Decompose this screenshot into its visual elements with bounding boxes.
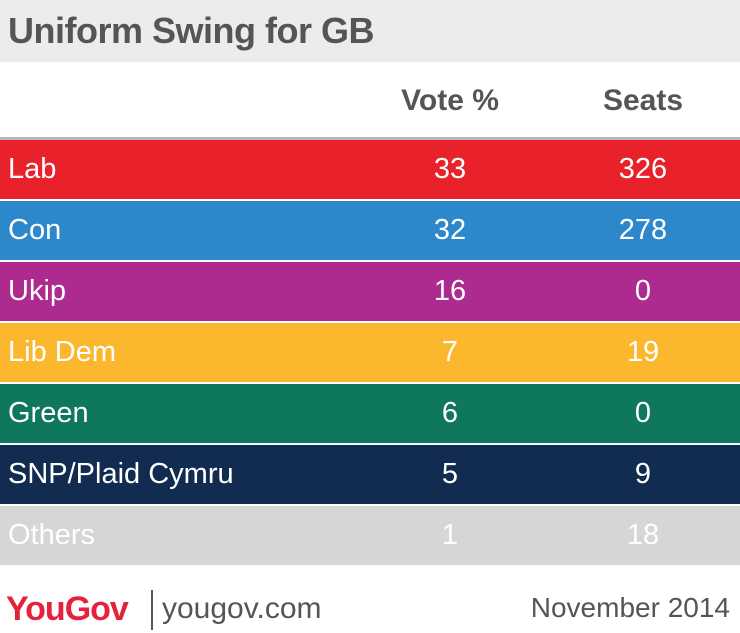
vote-value: 16 — [433, 275, 467, 307]
seats-value: 19 — [626, 336, 660, 368]
party-name: SNP/Plaid Cymru — [8, 458, 234, 490]
footer-divider — [151, 590, 153, 630]
header-divider — [0, 137, 740, 140]
vote-value: 5 — [441, 458, 459, 490]
table-row: Lab 33 326 — [0, 140, 740, 201]
table-row: Green 6 0 — [0, 384, 740, 445]
table-row: Con 32 278 — [0, 201, 740, 262]
seats-value: 18 — [626, 519, 660, 551]
column-header-seats: Seats — [602, 84, 684, 117]
vote-value: 32 — [433, 214, 467, 246]
table-row: Others 1 18 — [0, 506, 740, 567]
party-name: Green — [8, 397, 89, 429]
party-name: Con — [8, 214, 62, 246]
results-table: Lab 33 326 Con 32 278 Ukip 16 0 Lib Dem 7 19 Green 6 0… — [0, 140, 740, 567]
table-row: Lib Dem 7 19 — [0, 323, 740, 384]
vote-value: 1 — [441, 519, 459, 551]
vote-value: 7 — [441, 336, 459, 368]
yougov-logo: YouGov — [6, 590, 129, 628]
vote-value: 33 — [433, 153, 467, 185]
seats-value: 0 — [634, 397, 652, 429]
site-url: yougov.com — [162, 592, 322, 625]
table-row: SNP/Plaid Cymru 5 9 — [0, 445, 740, 506]
seats-value: 326 — [618, 153, 668, 185]
party-name: Ukip — [8, 275, 67, 307]
column-header-vote: Vote % — [401, 84, 499, 117]
seats-value: 9 — [634, 458, 652, 490]
seats-value: 0 — [634, 275, 652, 307]
title-bar: Uniform Swing for GB — [0, 0, 740, 62]
party-name: Others — [8, 519, 96, 551]
vote-value: 6 — [441, 397, 459, 429]
publication-date: November 2014 — [530, 592, 730, 623]
party-name: Lib Dem — [8, 336, 116, 368]
footer: YouGov yougov.com November 2014 — [0, 582, 740, 633]
seats-value: 278 — [618, 214, 668, 246]
party-name: Lab — [8, 153, 57, 185]
table-row: Ukip 16 0 — [0, 262, 740, 323]
chart-title: Uniform Swing for GB — [8, 10, 374, 51]
